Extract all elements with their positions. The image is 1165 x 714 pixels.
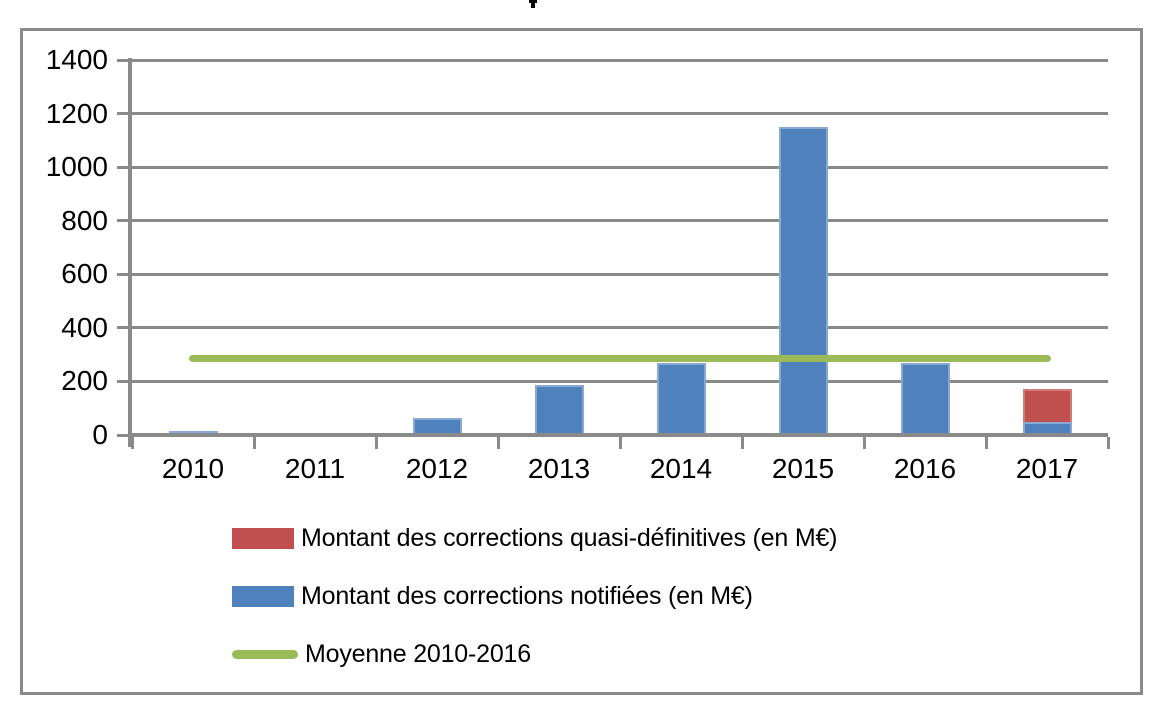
- y-axis-tick-600: [117, 272, 128, 276]
- bar-notifiees-2013: [534, 385, 584, 435]
- bar-quasi-definitives-2017: [1022, 389, 1072, 422]
- legend: Montant des corrections quasi-définitive…: [232, 518, 837, 692]
- gridline-600: [132, 272, 1108, 276]
- x-axis-tick-1: [252, 437, 256, 449]
- x-tick-label-2013: 2013: [527, 453, 591, 484]
- x-tick-label-2012: 2012: [405, 453, 469, 484]
- y-axis-line: [128, 58, 132, 447]
- bar-notifiees-2014: [656, 362, 706, 435]
- legend-row-moyenne: Moyenne 2010-2016: [232, 634, 837, 674]
- gridline-200: [132, 379, 1108, 383]
- y-axis-tick-800: [117, 219, 128, 223]
- y-axis-tick-0: [117, 433, 128, 437]
- gridline-800: [132, 219, 1108, 223]
- x-axis-tick-7: [984, 437, 988, 449]
- x-axis-tick-5: [740, 437, 744, 449]
- y-axis-tick-1000: [117, 165, 128, 169]
- legend-swatch-quasi-definitives: [232, 527, 294, 549]
- x-axis-tick-2: [374, 437, 378, 449]
- x-axis-line: [128, 433, 1108, 437]
- x-axis-tick-4: [618, 437, 622, 449]
- y-axis-tick-1400: [117, 58, 128, 62]
- y-tick-label-800: 800: [61, 204, 108, 236]
- y-tick-label-0: 0: [92, 419, 108, 450]
- moyenne-line: [189, 355, 1051, 363]
- legend-label-notifiees: Montant des corrections notifiées (en M€…: [301, 581, 753, 610]
- legend-label-quasi-definitives: Montant des corrections quasi-définitive…: [301, 523, 838, 552]
- y-axis-tick-400: [117, 326, 128, 330]
- y-tick-label-400: 400: [61, 311, 108, 343]
- x-axis-tick-8: [1106, 437, 1110, 449]
- legend-swatch-moyenne-line: [232, 649, 298, 659]
- x-tick-label-2011: 2011: [284, 453, 346, 484]
- bar-notifiees-2015: [778, 126, 828, 435]
- gridline-400: [132, 326, 1108, 330]
- x-tick-label-2015: 2015: [771, 453, 835, 484]
- bar-notifiees-2017: [1022, 421, 1072, 435]
- x-tick-label-2016: 2016: [893, 453, 957, 484]
- x-tick-label-2014: 2014: [649, 453, 713, 484]
- y-axis-tick-1200: [117, 112, 128, 116]
- y-axis-tick-200: [117, 379, 128, 383]
- x-tick-label-2010: 2010: [161, 453, 225, 484]
- x-axis-tick-0: [130, 437, 134, 449]
- legend-label-moyenne: Moyenne 2010-2016: [305, 639, 531, 668]
- legend-row-notifiees: Montant des corrections notifiées (en M€…: [232, 576, 837, 616]
- bar-notifiees-2016: [900, 362, 950, 435]
- bar-notifiees-2010: [168, 430, 218, 435]
- gridline-1200: [132, 112, 1108, 116]
- bar-notifiees-2012: [412, 418, 462, 435]
- y-tick-label-1400: 1400: [45, 44, 108, 75]
- legend-swatch-notifiees: [232, 585, 294, 607]
- legend-row-quasi-definitives: Montant des corrections quasi-définitive…: [232, 518, 837, 558]
- y-tick-label-1000: 1000: [45, 151, 108, 183]
- y-tick-label-1200: 1200: [45, 97, 108, 129]
- x-tick-label-2017: 2017: [1015, 453, 1079, 484]
- gridline-1400: [132, 58, 1108, 62]
- y-tick-label-600: 600: [61, 258, 108, 290]
- gridline-1000: [132, 165, 1108, 169]
- x-axis-tick-6: [862, 437, 866, 449]
- y-tick-label-200: 200: [61, 365, 108, 397]
- x-axis-tick-3: [496, 437, 500, 449]
